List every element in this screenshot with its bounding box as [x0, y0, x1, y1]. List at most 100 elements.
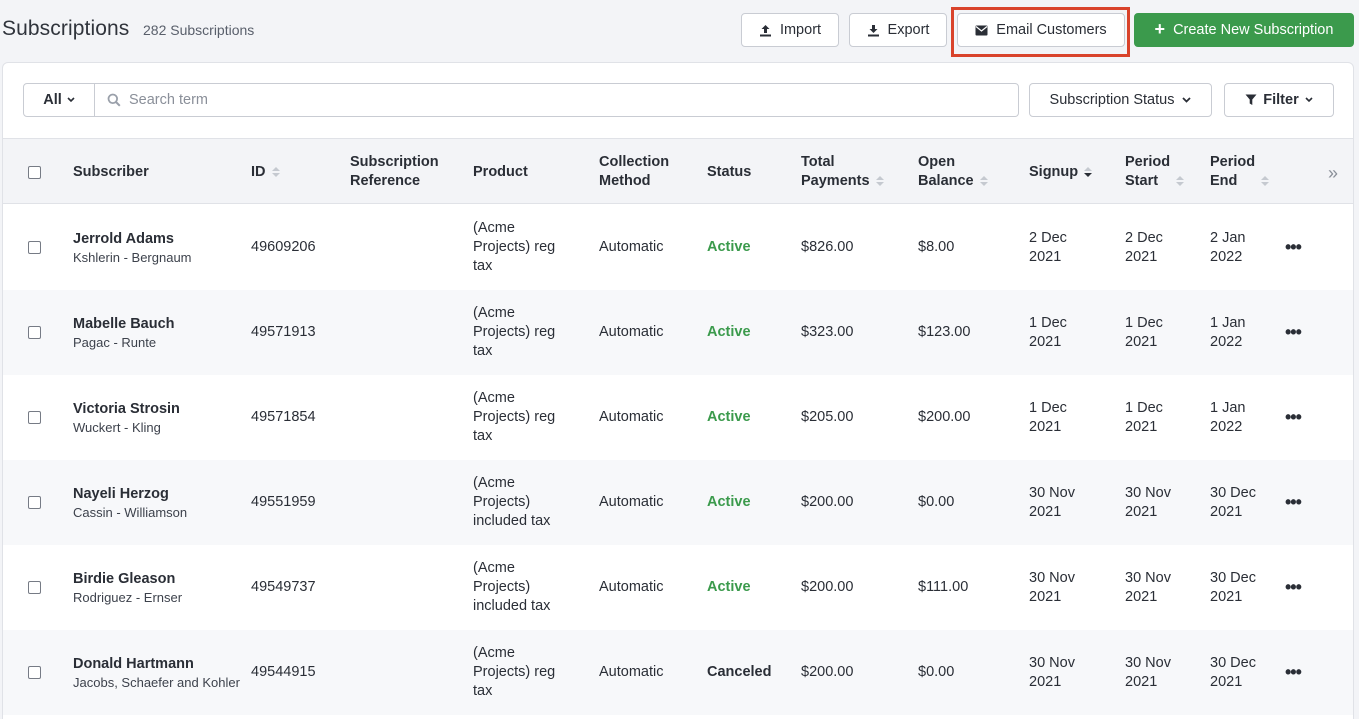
product-line: included tax	[473, 598, 551, 614]
row-actions-icon[interactable]: •••	[1285, 407, 1302, 427]
filter-button[interactable]: Filter	[1224, 83, 1334, 117]
import-button[interactable]: Import	[741, 13, 839, 47]
product-line: Projects) reg	[473, 409, 556, 425]
total-payments-cell: $826.00	[801, 239, 854, 255]
filter-label: Filter	[1263, 92, 1299, 108]
product-cell: (Acme Projects) reg tax	[473, 375, 555, 460]
export-button[interactable]: Export	[849, 13, 947, 47]
product-cell: (Acme Projects) reg tax	[473, 630, 555, 715]
scope-select[interactable]: All	[23, 83, 95, 117]
sort-icon	[875, 176, 884, 186]
row-actions-icon[interactable]: •••	[1285, 322, 1302, 342]
collection-method-cell: Automatic	[599, 324, 664, 340]
period-start-cell: 30 Nov 2021	[1125, 630, 1171, 715]
subscriber-cell: Mabelle Bauch Pagac - Runte	[73, 290, 243, 375]
sort-desc-icon	[1084, 167, 1093, 177]
total-payments-cell: $323.00	[801, 324, 854, 340]
row-select-cell	[28, 545, 41, 630]
signup-cell: 1 Dec 2021	[1029, 375, 1067, 460]
period-start-cell: 1 Dec 2021	[1125, 375, 1163, 460]
collection-method-cell: Automatic	[599, 409, 664, 425]
column-period-end[interactable]: Period End	[1210, 139, 1270, 205]
period-start-cell: 30 Nov 2021	[1125, 460, 1171, 545]
select-all-cell	[28, 139, 41, 205]
signup-cell: 30 Nov 2021	[1029, 545, 1075, 630]
subscription-status-label: Subscription Status	[1049, 92, 1175, 108]
status-badge: Active	[707, 579, 751, 595]
search-icon	[107, 93, 121, 107]
create-subscription-button[interactable]: + Create New Subscription	[1134, 13, 1354, 47]
subscription-status-select[interactable]: Subscription Status	[1029, 83, 1212, 117]
column-payments-label-2: Payments	[801, 173, 870, 189]
product-cell: (Acme Projects) reg tax	[473, 205, 555, 290]
subscriber-name[interactable]: Jerrold Adams	[73, 230, 174, 247]
id-cell: 49544915	[251, 664, 316, 680]
product-line: (Acme	[473, 305, 515, 321]
row-actions-icon[interactable]: •••	[1285, 492, 1302, 512]
signup-cell: 2 Dec 2021	[1029, 205, 1067, 290]
row-checkbox[interactable]	[28, 241, 41, 254]
column-status-label: Status	[707, 163, 752, 180]
subscriber-name[interactable]: Mabelle Bauch	[73, 315, 175, 332]
subscriber-name[interactable]: Donald Hartmann	[73, 655, 194, 672]
table-row[interactable]: Mabelle Bauch Pagac - Runte 49571913 (Acme P…	[3, 290, 1353, 375]
product-line: (Acme	[473, 220, 515, 236]
product-line: tax	[473, 683, 493, 699]
total-payments-cell: $200.00	[801, 494, 854, 510]
period-start-cell: 30 Nov 2021	[1125, 545, 1171, 630]
product-line: tax	[473, 343, 493, 359]
column-balance-label-2: Balance	[918, 173, 974, 189]
collection-method-cell: Automatic	[599, 239, 664, 255]
table-row[interactable]: Nayeli Herzog Cassin - Williamson 49551959…	[3, 460, 1353, 545]
table-row[interactable]: Birdie Gleason Rodriguez - Ernser 49549737…	[3, 545, 1353, 630]
period-end-line: 30 Dec	[1210, 484, 1256, 501]
signup-line: 30 Nov	[1029, 569, 1075, 586]
email-customers-button[interactable]: Email Customers	[957, 13, 1125, 47]
period-end-cell: 1 Jan 2022	[1210, 375, 1245, 460]
search-box	[94, 83, 1019, 117]
product-line: (Acme	[473, 475, 515, 491]
row-checkbox[interactable]	[28, 581, 41, 594]
row-checkbox[interactable]	[28, 496, 41, 509]
column-subscriber[interactable]: Subscriber	[73, 139, 149, 205]
product-cell: (Acme Projects) included tax	[473, 545, 550, 630]
subscription-count: 282 Subscriptions	[143, 22, 255, 38]
subscriber-name[interactable]: Birdie Gleason	[73, 570, 176, 587]
create-subscription-label: Create New Subscription	[1173, 22, 1334, 38]
page-title: Subscriptions	[2, 17, 130, 40]
row-actions-icon[interactable]: •••	[1285, 237, 1302, 257]
status-badge: Active	[707, 494, 751, 510]
subscriber-name[interactable]: Nayeli Herzog	[73, 485, 169, 502]
row-checkbox[interactable]	[28, 326, 41, 339]
id-cell: 49551959	[251, 494, 316, 510]
collection-method-cell: Automatic	[599, 579, 664, 595]
subscriber-company: Wuckert - Kling	[73, 419, 161, 435]
row-select-cell	[28, 205, 41, 290]
row-actions-icon[interactable]: •••	[1285, 662, 1302, 682]
table-row[interactable]: Victoria Strosin Wuckert - Kling 49571854 (…	[3, 375, 1353, 460]
subscriber-company: Pagac - Runte	[73, 334, 157, 350]
open-balance-cell: $8.00	[918, 239, 955, 255]
column-signup[interactable]: Signup	[1029, 139, 1093, 205]
period-end-cell: 30 Dec 2021	[1210, 545, 1256, 630]
subscriber-name[interactable]: Victoria Strosin	[73, 400, 180, 417]
product-line: Projects)	[473, 579, 531, 595]
row-checkbox[interactable]	[28, 411, 41, 424]
column-total-payments[interactable]: Total Payments	[801, 139, 884, 205]
table-row[interactable]: Jerrold Adams Kshlerin - Bergnaum 49609206…	[3, 205, 1353, 290]
row-checkbox[interactable]	[28, 666, 41, 679]
expand-columns-icon[interactable]: »	[1328, 163, 1339, 183]
column-open-balance[interactable]: Open Balance	[918, 139, 988, 205]
table-row[interactable]: Donald Hartmann Jacobs, Schaefer and Kohl…	[3, 630, 1353, 715]
open-balance-cell: $123.00	[918, 324, 971, 340]
product-line: tax	[473, 258, 493, 274]
row-actions-icon[interactable]: •••	[1285, 577, 1302, 597]
select-all-checkbox[interactable]	[28, 165, 41, 179]
period-end-line: 1 Jan	[1210, 314, 1246, 331]
period-end-line: 2022	[1210, 418, 1243, 435]
column-id[interactable]: ID	[251, 139, 280, 205]
subscriber-cell: Jerrold Adams Kshlerin - Bergnaum	[73, 205, 243, 290]
search-input[interactable]	[129, 92, 1009, 108]
period-start-line: 1 Dec	[1125, 399, 1163, 416]
column-period-start[interactable]: Period Start	[1125, 139, 1185, 205]
